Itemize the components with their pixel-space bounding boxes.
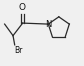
Text: N: N (45, 20, 51, 29)
Text: O: O (18, 3, 25, 12)
Text: Br: Br (14, 46, 22, 55)
